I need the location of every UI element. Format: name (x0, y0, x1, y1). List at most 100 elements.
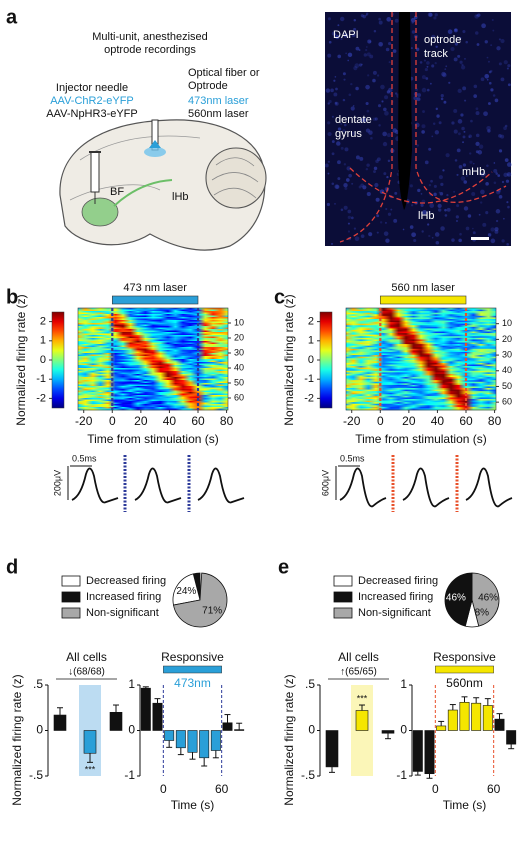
row-tick-label: 30 (234, 347, 244, 357)
heatmap-row (346, 362, 496, 365)
pie-slice (444, 572, 473, 627)
cell-count: ↓(68/68) (68, 667, 105, 678)
x-tick-label: 40 (163, 414, 177, 428)
heatmap-row (78, 401, 228, 403)
y-tick-label: 0 (400, 723, 407, 737)
heatmap-row (346, 340, 496, 343)
legend-label: Decreased firing (358, 575, 438, 587)
colorbar-tick-label: -1 (304, 373, 314, 385)
heatmap-row (78, 339, 228, 342)
heatmap-row (346, 326, 496, 329)
fiber-text: Optical fiber or (188, 67, 260, 79)
heatmap-row (346, 380, 496, 383)
heatmap-row (78, 363, 228, 366)
heatmap-row (346, 381, 496, 384)
heatmap-row (78, 402, 228, 405)
brain-label: lHb (172, 191, 189, 203)
histology-label: gyrus (335, 128, 362, 140)
heatmap-row (346, 394, 496, 397)
heatmap-row (78, 336, 228, 339)
heatmap-row (346, 329, 496, 332)
heatmap-row (78, 386, 228, 388)
heatmap-row (346, 397, 496, 400)
heatmap-row (346, 314, 496, 317)
y-tick-label: 1 (400, 677, 407, 691)
x-tick-label: 40 (431, 414, 445, 428)
heatmap-row (78, 330, 228, 333)
histology-label: mHb (462, 166, 485, 178)
heatmap-row (346, 378, 496, 381)
heatmap-row (78, 312, 228, 315)
laser-bar (111, 295, 199, 305)
heatmap-row (346, 331, 496, 334)
row-tick-label: 60 (502, 397, 512, 407)
row-tick-label: 50 (234, 377, 244, 387)
legend-swatch (333, 575, 353, 587)
heatmap-row (78, 404, 228, 406)
heatmap-row (346, 342, 496, 345)
heatmap-row (346, 334, 496, 337)
heatmap-row (346, 395, 496, 398)
plot-title: Responsive (433, 650, 496, 664)
legend-label: Decreased firing (86, 575, 166, 587)
heatmap-row (78, 399, 228, 402)
x-tick-label: 60 (191, 414, 205, 428)
heatmap-row (78, 320, 228, 322)
y-tick-label: -.5 (301, 768, 315, 782)
colorbar-tick-label: 0 (308, 354, 314, 366)
heatmap-row (346, 309, 496, 312)
heatmap-frame (77, 307, 229, 411)
heatmap-row (346, 312, 496, 315)
colorbar (319, 311, 333, 409)
heatmap-row (78, 392, 228, 394)
heatmap-row (78, 396, 228, 399)
x-tick-label: 0 (160, 782, 167, 796)
y-tick-label: -.5 (29, 768, 43, 782)
waveform (339, 467, 387, 508)
title: Multi-unit, anesthezised (92, 31, 208, 43)
row-tick-label: 40 (502, 365, 512, 375)
row-tick-label: 40 (234, 362, 244, 372)
x-tick-label: 0 (377, 414, 384, 428)
heatmap-row (346, 406, 496, 409)
waveform (197, 467, 245, 504)
histology-label: DAPI (333, 29, 359, 41)
heatmap-row (346, 392, 496, 395)
laser-label: 473nm (174, 676, 211, 690)
heatmap-row (346, 347, 496, 350)
plot-title: All cells (66, 650, 107, 664)
row-tick-label: 20 (502, 334, 512, 344)
brain-label: BF (110, 186, 124, 198)
heatmap-row (78, 408, 228, 411)
heatmap-row (346, 408, 496, 411)
panel-label: c (274, 286, 285, 308)
histology-label: track (424, 48, 448, 60)
bar (459, 701, 470, 731)
heatmap-row (346, 315, 496, 318)
heatmap-row (78, 326, 228, 328)
time-scale: 0.5ms (72, 453, 97, 463)
panel-label: b (6, 286, 18, 308)
heatmap-row (78, 324, 228, 327)
voltage-scale: 600μV (320, 470, 330, 496)
bar (424, 730, 435, 775)
bar (381, 730, 395, 734)
row-tick-label: 20 (234, 332, 244, 342)
heatmap-row (346, 355, 496, 357)
heatmap-row (346, 361, 496, 364)
heatmap-row (346, 373, 496, 376)
heatmap-row (78, 369, 228, 372)
x-tick-label: 60 (459, 414, 473, 428)
heatmap-row (78, 327, 228, 330)
x-tick-label: -20 (343, 414, 361, 428)
histology-label: optrode (424, 34, 461, 46)
x-axis-label: Time from stimulation (s) (355, 432, 487, 446)
heatmap-row (78, 347, 228, 349)
histology-image (324, 12, 512, 246)
heatmap-row (78, 345, 228, 348)
pie-label: 46% (446, 593, 466, 604)
x-tick-label: 60 (487, 782, 501, 796)
laser-label: 560 nm laser (391, 282, 455, 294)
colorbar-tick-label: 2 (40, 316, 46, 328)
bar (152, 702, 163, 731)
